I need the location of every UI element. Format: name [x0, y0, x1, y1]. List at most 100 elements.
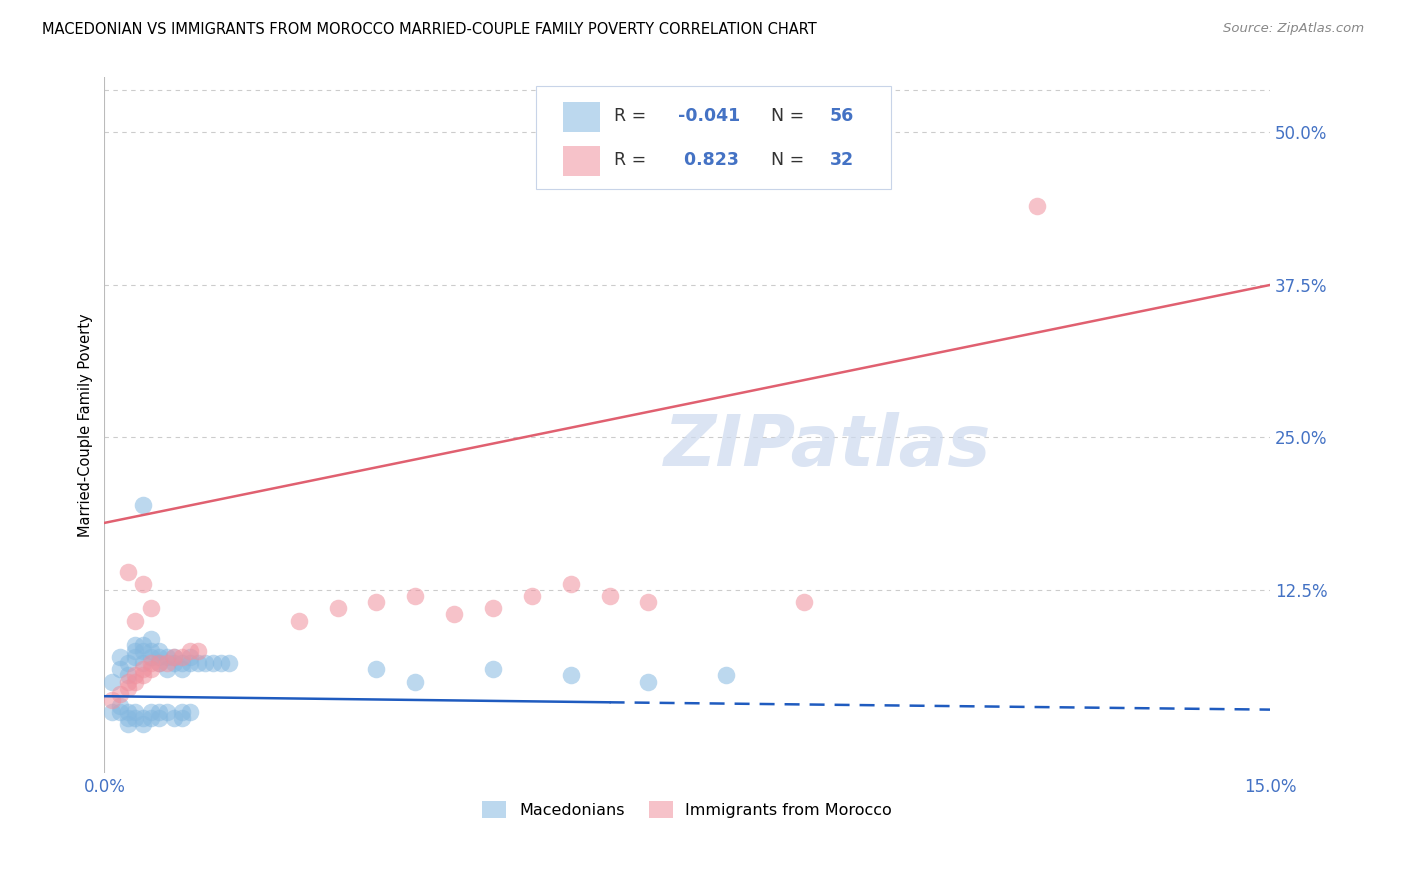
- Point: [148, 705, 170, 719]
- Point: [117, 668, 139, 682]
- Point: [117, 657, 139, 671]
- Point: [163, 650, 186, 665]
- Point: [108, 705, 131, 719]
- Text: N =: N =: [772, 107, 810, 125]
- Text: 0.823: 0.823: [678, 152, 740, 169]
- FancyBboxPatch shape: [536, 86, 891, 189]
- Text: Source: ZipAtlas.com: Source: ZipAtlas.com: [1223, 22, 1364, 36]
- Point: [132, 577, 155, 591]
- Point: [155, 705, 177, 719]
- Point: [179, 644, 201, 658]
- Point: [404, 674, 426, 689]
- Point: [132, 644, 155, 658]
- Point: [179, 705, 201, 719]
- Point: [117, 711, 139, 725]
- Point: [163, 711, 186, 725]
- Point: [132, 668, 155, 682]
- Point: [287, 614, 309, 628]
- Point: [482, 601, 505, 615]
- Point: [148, 711, 170, 725]
- Point: [637, 595, 659, 609]
- Point: [148, 657, 170, 671]
- Text: R =: R =: [614, 152, 651, 169]
- Point: [117, 705, 139, 719]
- Point: [132, 657, 155, 671]
- Point: [132, 717, 155, 731]
- Text: ZIPatlas: ZIPatlas: [664, 411, 991, 481]
- Point: [218, 657, 240, 671]
- Point: [366, 662, 388, 676]
- Point: [117, 717, 139, 731]
- Point: [108, 698, 131, 713]
- Point: [1026, 198, 1049, 212]
- Point: [117, 681, 139, 695]
- Point: [108, 650, 131, 665]
- Point: [187, 657, 209, 671]
- Point: [148, 644, 170, 658]
- Point: [599, 589, 621, 603]
- Point: [155, 650, 177, 665]
- Point: [132, 638, 155, 652]
- Point: [404, 589, 426, 603]
- Point: [326, 601, 349, 615]
- Text: 56: 56: [830, 107, 853, 125]
- Point: [179, 650, 201, 665]
- Point: [714, 668, 737, 682]
- Text: MACEDONIAN VS IMMIGRANTS FROM MOROCCO MARRIED-COUPLE FAMILY POVERTY CORRELATION : MACEDONIAN VS IMMIGRANTS FROM MOROCCO MA…: [42, 22, 817, 37]
- Point: [209, 657, 232, 671]
- Point: [101, 693, 124, 707]
- Point: [124, 650, 146, 665]
- Point: [637, 674, 659, 689]
- Point: [148, 650, 170, 665]
- Point: [560, 577, 582, 591]
- Point: [366, 595, 388, 609]
- Point: [187, 644, 209, 658]
- Point: [101, 705, 124, 719]
- Point: [139, 632, 162, 646]
- Point: [139, 644, 162, 658]
- Point: [132, 498, 155, 512]
- Point: [139, 650, 162, 665]
- Point: [101, 674, 124, 689]
- Point: [163, 657, 186, 671]
- Text: 32: 32: [830, 152, 853, 169]
- Point: [132, 711, 155, 725]
- Point: [194, 657, 217, 671]
- Text: -0.041: -0.041: [678, 107, 740, 125]
- Point: [124, 644, 146, 658]
- Point: [117, 565, 139, 579]
- Point: [172, 662, 194, 676]
- Point: [520, 589, 543, 603]
- Point: [108, 662, 131, 676]
- Point: [163, 650, 186, 665]
- Point: [139, 705, 162, 719]
- Point: [124, 614, 146, 628]
- Point: [139, 711, 162, 725]
- Point: [172, 650, 194, 665]
- Point: [155, 662, 177, 676]
- Point: [124, 674, 146, 689]
- Text: R =: R =: [614, 107, 651, 125]
- Point: [124, 668, 146, 682]
- Point: [148, 657, 170, 671]
- Point: [179, 657, 201, 671]
- Y-axis label: Married-Couple Family Poverty: Married-Couple Family Poverty: [79, 313, 93, 537]
- Point: [443, 607, 465, 622]
- Legend: Macedonians, Immigrants from Morocco: Macedonians, Immigrants from Morocco: [477, 795, 898, 824]
- Point: [124, 638, 146, 652]
- Point: [482, 662, 505, 676]
- Point: [124, 711, 146, 725]
- Point: [202, 657, 225, 671]
- Point: [560, 668, 582, 682]
- Point: [139, 657, 162, 671]
- FancyBboxPatch shape: [562, 103, 600, 131]
- Point: [793, 595, 815, 609]
- Point: [172, 711, 194, 725]
- Point: [172, 657, 194, 671]
- Text: N =: N =: [772, 152, 810, 169]
- Point: [132, 662, 155, 676]
- Point: [155, 657, 177, 671]
- Point: [139, 662, 162, 676]
- Point: [139, 601, 162, 615]
- Point: [124, 705, 146, 719]
